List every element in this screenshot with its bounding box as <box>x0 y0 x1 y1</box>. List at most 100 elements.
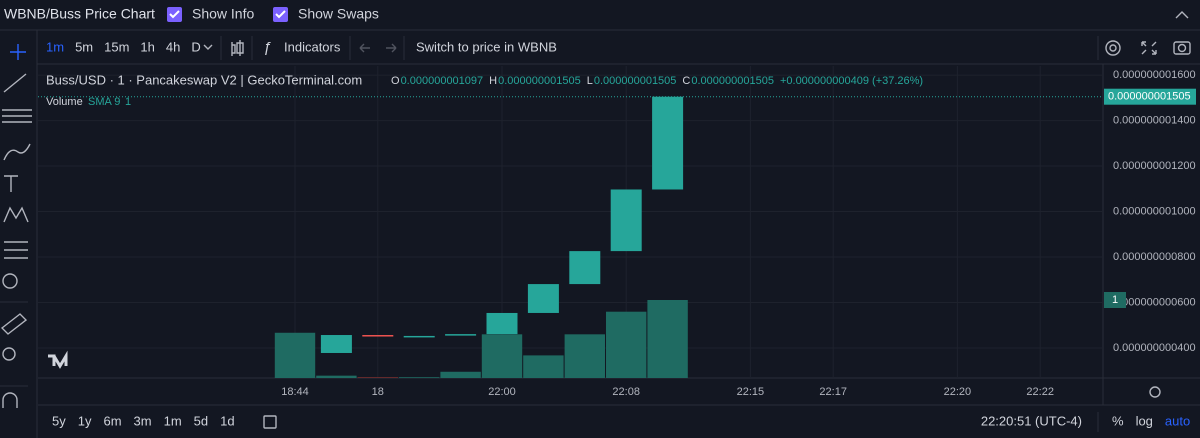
candle-body <box>445 334 477 336</box>
volume-bar <box>274 332 316 378</box>
x-tick-label: 22:15 <box>737 386 765 398</box>
range-button[interactable]: 6m <box>103 413 121 428</box>
y-tick-label: 0.000000001400 <box>1113 114 1196 126</box>
scale-option[interactable]: log <box>1136 413 1153 428</box>
range-button[interactable]: 1y <box>78 413 92 428</box>
fullscreen-icon[interactable] <box>1141 41 1157 55</box>
volume-value: 1 <box>125 96 131 108</box>
volume-bar <box>316 375 357 378</box>
y-tick-label: 0.000000001600 <box>1113 69 1196 81</box>
candle-body <box>569 251 601 285</box>
pattern-tool[interactable] <box>3 206 29 223</box>
indicators[interactable]: Indicators <box>284 39 341 54</box>
x-tick-label: 22:08 <box>612 386 640 398</box>
show-swaps[interactable]: Show Swaps <box>298 6 379 22</box>
range-button[interactable]: 1d <box>220 413 234 428</box>
volume-bar <box>564 334 605 378</box>
candle-body <box>403 335 435 338</box>
candle-body <box>320 335 352 353</box>
ohlc-label: L <box>587 75 593 87</box>
change: +0.000000000409 (+37.26%) <box>780 75 923 87</box>
settings-icon <box>1109 44 1117 52</box>
x-tick-label: 22:17 <box>819 386 847 398</box>
check <box>169 10 180 19</box>
date-range-icon[interactable] <box>263 415 277 429</box>
undo-redo[interactable] <box>359 43 397 53</box>
dropdown[interactable] <box>203 44 213 50</box>
magnet-tool[interactable] <box>2 392 18 408</box>
fib-tool[interactable] <box>2 109 32 123</box>
scale-option[interactable]: auto <box>1165 413 1190 428</box>
fx-icon[interactable]: ƒ <box>263 39 271 56</box>
x-tick-label: 18:44 <box>281 386 309 398</box>
volume-indicator: SMA 9 <box>88 96 120 108</box>
interval[interactable]: 5m <box>75 39 93 54</box>
range-button[interactable]: 3m <box>134 413 152 428</box>
volume-bar <box>606 311 647 378</box>
collapse-icon[interactable] <box>1175 11 1189 19</box>
zoom-tool[interactable] <box>2 347 16 361</box>
y-tick-label: 0.000000001000 <box>1113 205 1196 217</box>
measure-tool[interactable] <box>4 241 28 259</box>
x-tick-label: 18 <box>372 386 384 398</box>
volume-bar <box>647 300 688 378</box>
camera-icon <box>1177 43 1187 53</box>
ohlc-value: 0.000000001505 <box>594 75 677 87</box>
candle-body <box>652 96 684 190</box>
y-tick-label: 0.000000000600 <box>1113 296 1196 308</box>
text-tool[interactable] <box>4 175 18 192</box>
y-tick-label: 0.000000000400 <box>1113 342 1196 354</box>
last-price-tag <box>1104 88 1196 105</box>
time-display: 22:20:51 (UTC-4) <box>981 413 1082 428</box>
range-button[interactable]: 1m <box>164 413 182 428</box>
volume-tag <box>1104 292 1126 308</box>
show-info[interactable]: Show Info <box>192 6 254 22</box>
candle-icon[interactable] <box>231 40 244 56</box>
interval[interactable]: 4h <box>166 39 180 54</box>
range-button[interactable]: 5d <box>194 413 208 428</box>
interval[interactable]: 1h <box>140 39 154 54</box>
ohlc-value: 0.000000001097 <box>401 75 484 87</box>
interval[interactable]: D <box>191 39 200 54</box>
page-title: WBNB/Buss Price Chart <box>4 6 155 22</box>
brush-tool[interactable] <box>3 143 31 161</box>
volume-bar <box>440 371 481 378</box>
switch-price[interactable]: Switch to price in WBNB <box>416 39 557 54</box>
volume-bar <box>399 377 440 378</box>
x-tick-label: 22:20 <box>944 386 972 398</box>
y-tick-label: 0.000000000800 <box>1113 251 1196 263</box>
ohlc-label: C <box>682 75 690 87</box>
tv-logo <box>48 350 68 369</box>
y-tick-label: 0.000000001200 <box>1113 160 1196 172</box>
ruler-tool[interactable] <box>0 313 28 335</box>
volume-bar <box>481 334 523 378</box>
ohlc-value: 0.000000001505 <box>691 75 774 87</box>
line-tool[interactable] <box>3 73 27 93</box>
tools <box>0 44 32 408</box>
last-price-label: 0.000000001505 <box>1108 91 1191 103</box>
camera-icon[interactable] <box>1173 41 1191 55</box>
volume-bar <box>523 355 564 378</box>
ohlc-label: O <box>391 75 400 87</box>
volume-title: Volume <box>46 96 83 108</box>
check <box>275 10 286 19</box>
scale-option[interactable]: % <box>1112 413 1124 428</box>
ohlc-value: 0.000000001505 <box>498 75 581 87</box>
crosshair-tool[interactable] <box>10 44 26 60</box>
x-tick-label: 22:00 <box>488 386 516 398</box>
volume-tag-label: 1 <box>1112 294 1118 306</box>
candle-body <box>362 335 394 337</box>
interval[interactable]: 1m <box>46 39 64 54</box>
candle-body <box>527 284 559 313</box>
volume-bar <box>357 377 398 378</box>
ohlc-label: H <box>489 75 497 87</box>
axis-settings[interactable] <box>1149 386 1161 398</box>
interval[interactable]: 15m <box>104 39 129 54</box>
chart-title: Buss/USD · 1 · Pancakeswap V2 | GeckoTer… <box>46 72 362 87</box>
range-button[interactable]: 5y <box>52 413 66 428</box>
candle-body <box>610 189 642 252</box>
emoji-tool[interactable] <box>2 273 18 289</box>
candle-body <box>486 312 518 335</box>
settings-icon[interactable] <box>1105 40 1121 56</box>
